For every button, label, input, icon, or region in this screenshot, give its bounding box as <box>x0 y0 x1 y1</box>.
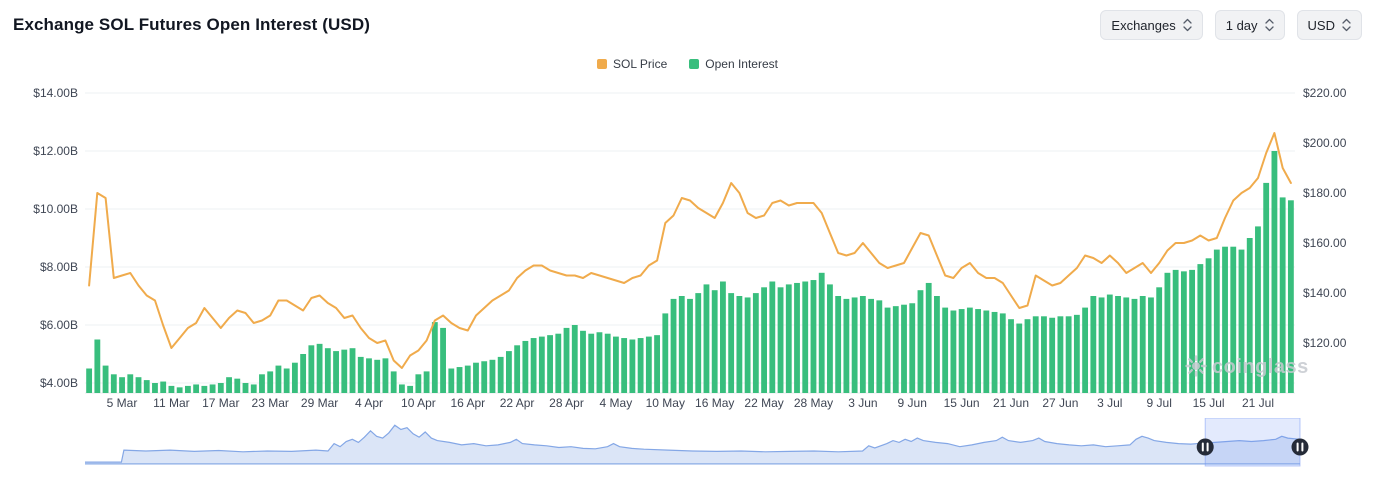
x-axis-label: 10 May <box>646 396 685 410</box>
updown-chevron-icon <box>1264 18 1274 32</box>
datazoom-window[interactable] <box>1204 418 1301 467</box>
left-axis-label: $14.00B <box>33 86 78 100</box>
legend-item-sol-price[interactable]: SOL Price <box>597 57 667 71</box>
open-interest-bars <box>86 151 1294 393</box>
right-axis-label: $220.00 <box>1303 86 1347 100</box>
exchanges-dropdown[interactable]: Exchanges <box>1100 10 1203 40</box>
nav-area-outline <box>85 424 1301 463</box>
x-axis-label: 28 May <box>794 396 833 410</box>
x-axis-label: 9 Jul <box>1147 396 1172 410</box>
x-axis-label: 11 Mar <box>153 396 189 410</box>
updown-chevron-icon <box>1342 18 1351 32</box>
sol-price-legend-label: SOL Price <box>613 57 668 71</box>
left-axis-label: $10.00B <box>33 202 78 216</box>
right-axis-label: $160.00 <box>1303 236 1347 250</box>
left-axis-label: $6.00B <box>40 318 78 332</box>
x-axis-label: 22 Apr <box>500 396 535 410</box>
x-axis-label: 16 May <box>695 396 734 410</box>
currency-dropdown-label: USD <box>1307 17 1335 33</box>
currency-dropdown[interactable]: USD <box>1296 10 1362 40</box>
right-axis-label: $200.00 <box>1303 136 1347 150</box>
x-axis-label: 21 Jul <box>1242 396 1274 410</box>
x-axis-label: 15 Jun <box>944 396 980 410</box>
coinglass-watermark-text: coinglass <box>1212 356 1309 378</box>
sol-price-line <box>88 132 1292 369</box>
interval-dropdown-label: 1 day <box>1225 17 1258 33</box>
x-axis-label: 28 Apr <box>549 396 584 410</box>
x-axis-label: 22 May <box>744 396 783 410</box>
legend-item-open-interest[interactable]: Open Interest <box>689 57 778 71</box>
nav-area <box>85 425 1300 463</box>
coinglass-logo-icon <box>1192 362 1200 370</box>
right-axis-label: $120.00 <box>1303 336 1347 350</box>
x-axis-label: 3 Jul <box>1097 396 1122 410</box>
x-axis-label: 9 Jun <box>898 396 927 410</box>
x-axis-label: 3 Jun <box>848 396 877 410</box>
datazoom-slider[interactable] <box>0 418 1375 480</box>
x-axis-label: 23 Mar <box>252 396 289 410</box>
x-axis-label: 15 Jul <box>1193 396 1225 410</box>
x-axis-label: 29 Mar <box>301 396 338 410</box>
header-controls: Exchanges 1 day USD <box>1100 10 1362 40</box>
updown-chevron-icon <box>1183 18 1192 32</box>
x-axis-label: 21 Jun <box>993 396 1029 410</box>
left-axis-label: $8.00B <box>40 260 78 274</box>
right-axis-label: $180.00 <box>1303 186 1347 200</box>
main-chart[interactable]: $14.00B $12.00B $10.00B $8.00B $6.00B $4.00B $… <box>0 78 1375 418</box>
x-axis-label: 4 May <box>600 396 633 410</box>
x-axis-label: 17 Mar <box>202 396 239 410</box>
left-axis-label: $4.00B <box>40 376 78 390</box>
legend: SOL Price Open Interest <box>0 57 1375 71</box>
sol-price-swatch <box>597 59 608 69</box>
open-interest-swatch <box>689 59 700 69</box>
x-axis-label: 5 Mar <box>107 396 138 410</box>
right-axis-label: $140.00 <box>1303 286 1347 300</box>
coinglass-watermark: coinglass <box>1185 355 1309 378</box>
datazoom-handle-left[interactable] <box>1196 438 1214 456</box>
x-axis-label: 27 Jun <box>1042 396 1078 410</box>
x-axis-label: 10 Apr <box>401 396 436 410</box>
left-axis-label: $12.00B <box>33 144 78 158</box>
x-axis-label: 4 Apr <box>355 396 383 410</box>
open-interest-legend-label: Open Interest <box>705 57 778 71</box>
header: Exchange SOL Futures Open Interest (USD)… <box>0 6 1375 44</box>
page-title: Exchange SOL Futures Open Interest (USD) <box>13 15 370 34</box>
exchanges-dropdown-label: Exchanges <box>1111 17 1176 33</box>
x-axis-label: 16 Apr <box>450 396 485 410</box>
datazoom-handle-right[interactable] <box>1291 438 1309 456</box>
interval-dropdown[interactable]: 1 day <box>1214 10 1285 40</box>
